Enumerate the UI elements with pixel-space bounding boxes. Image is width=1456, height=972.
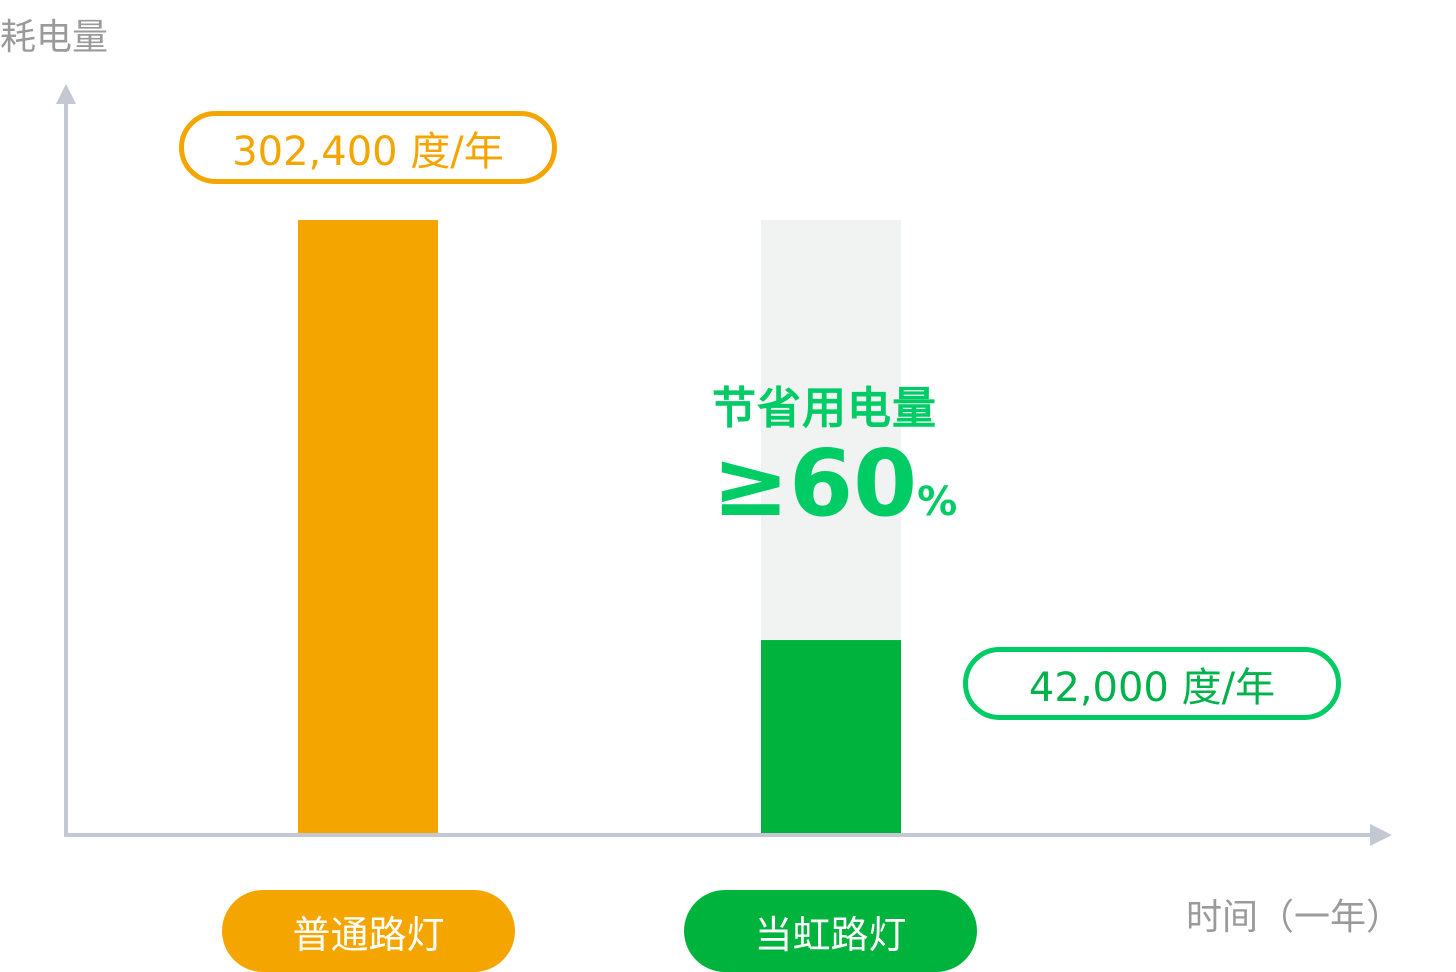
savings-value: ≥60 <box>712 430 918 537</box>
bar-ordinary-streetlight <box>298 220 438 835</box>
x-axis-label: 时间（一年） <box>1186 897 1403 938</box>
savings-unit: % <box>917 479 958 525</box>
bar-danghong-streetlight <box>761 640 901 835</box>
data-label-ordinary: 302,400 度/年 <box>179 111 557 184</box>
category-label-ordinary: 普通路灯 <box>222 890 515 972</box>
x-axis-arrow <box>1370 824 1392 846</box>
savings-title: 节省用电量 <box>712 383 937 434</box>
y-axis-arrow <box>56 84 76 104</box>
data-label-danghong: 42,000 度/年 <box>963 647 1341 720</box>
category-label-danghong: 当虹路灯 <box>684 890 977 972</box>
savings-annotation: 节省用电量 ≥60% <box>712 372 957 544</box>
y-axis-label: 耗电量 <box>0 17 109 58</box>
